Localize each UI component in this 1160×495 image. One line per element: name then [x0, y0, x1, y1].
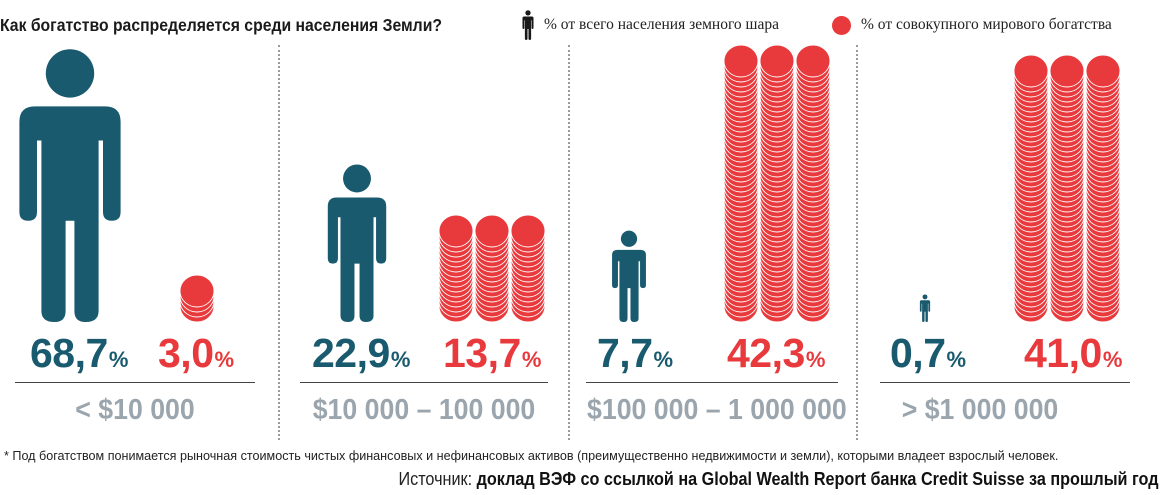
population-value: 7,7% [597, 330, 674, 376]
range-label: > $1 000 000 [901, 394, 1059, 426]
group-divider [856, 45, 858, 440]
coin-stack-icon [474, 214, 510, 323]
wealth-value: 3,0% [158, 330, 235, 376]
coin-stack-icon [759, 44, 795, 323]
coin-icon [832, 15, 851, 35]
population-value: 22,9% [312, 330, 411, 376]
group-rule [880, 382, 1130, 383]
group-rule [300, 382, 548, 383]
range-label: $100 000 – 1 000 000 [587, 394, 847, 426]
population-value: 68,7% [30, 330, 129, 376]
wealth-value: 13,7% [443, 330, 542, 376]
legend-wealth-label: % от совокупного мирового богатства [861, 16, 1112, 33]
coin-stack-icon [1013, 54, 1049, 323]
wealth-value: 42,3% [727, 330, 826, 376]
wealth-value: 41,0% [1024, 330, 1123, 376]
coin-stack-icon [510, 214, 546, 323]
person-icon [522, 10, 534, 40]
coin-stack-icon [179, 274, 215, 323]
source-line: Источник: доклад ВЭФ со ссылкой на Globa… [398, 469, 1158, 490]
coin-stack-icon [1085, 54, 1121, 323]
source-label: Источник: [397, 469, 472, 489]
source-text: доклад ВЭФ со ссылкой на Global Wealth R… [476, 469, 1158, 489]
person-icon [19, 49, 121, 323]
population-value: 0,7% [890, 330, 967, 376]
person-icon [612, 230, 646, 322]
coin-stack-icon [723, 44, 759, 323]
legend-wealth: % от совокупного мирового богатства [832, 10, 1112, 40]
person-icon [327, 164, 387, 322]
group-rule [586, 382, 838, 383]
legend-population: % от всего населения земного шара [522, 10, 779, 40]
group-divider [568, 45, 570, 440]
coin-stack-icon [795, 44, 831, 323]
coin-stack-icon [438, 214, 474, 323]
range-label: $10 000 – 100 000 [312, 394, 536, 426]
group-rule [15, 382, 255, 383]
chart-title: Как богатство распределяется среди насел… [0, 15, 442, 35]
coin-stack-icon [1049, 54, 1085, 323]
range-label: < $10 000 [75, 394, 195, 426]
person-icon [919, 294, 931, 322]
footnote: * Под богатством понимается рыночная сто… [4, 449, 1059, 463]
group-divider [278, 45, 280, 440]
legend-population-label: % от всего населения земного шара [544, 16, 779, 33]
